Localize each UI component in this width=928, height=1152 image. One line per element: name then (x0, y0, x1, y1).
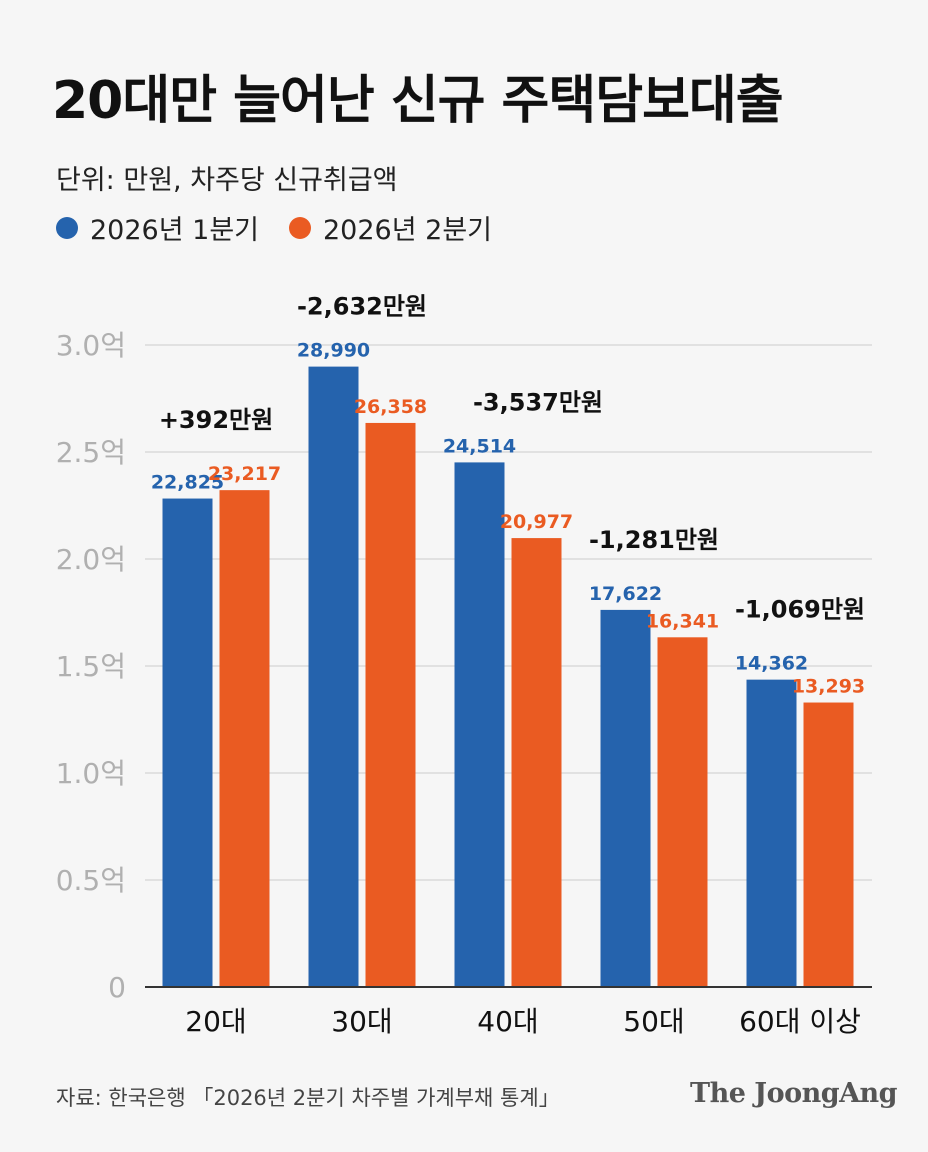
data-label-q1: 17,622 (589, 583, 662, 605)
data-label-q2: 16,341 (646, 610, 719, 632)
x-tick-label: 20대 (185, 1005, 246, 1038)
y-tick-label: 1.5억 (56, 650, 126, 683)
data-label-q1: 22,825 (151, 472, 224, 494)
y-tick-label: 2.5억 (56, 436, 126, 469)
chart-title: 20대만 늘어난 신규 주택담보대출 (52, 71, 784, 131)
legend-label-q2: 2026년 2분기 (323, 215, 492, 246)
data-label-q2: 23,217 (208, 463, 281, 485)
bar-chart: 0 0.5억 1.0억 1.5억 2.0억 2.5억 3.0억 22,825 28,990 24,… (56, 293, 872, 1038)
legend-item-q2: 2026년 2분기 (289, 208, 492, 247)
x-tick-label: 40대 (477, 1005, 538, 1038)
bar-q1 (454, 462, 505, 987)
change-annotation: +392만원 (159, 406, 273, 434)
legend-label-q1: 2026년 1분기 (90, 215, 259, 246)
legend-swatch-q2 (289, 216, 311, 239)
bar-q2 (803, 702, 854, 987)
legend-swatch-q1 (56, 216, 78, 239)
legend-item-q1: 2026년 1분기 (56, 208, 259, 247)
x-tick-label: 50대 (623, 1005, 684, 1038)
change-annotation: -1,281만원 (589, 526, 719, 554)
change-annotation: -3,537만원 (473, 388, 603, 416)
bar-q1 (746, 679, 797, 987)
data-label-q1: 14,362 (735, 653, 808, 675)
y-tick-label: 0.5억 (56, 864, 126, 897)
bar-q1 (162, 498, 213, 987)
bar-q2 (219, 490, 270, 987)
y-tick-label: 1.0억 (56, 757, 126, 790)
y-tick-label: 0 (108, 971, 126, 1004)
bar-q1 (308, 366, 359, 987)
bar-q2 (657, 637, 708, 987)
data-label-q1: 24,514 (443, 435, 516, 457)
bar-q2 (365, 422, 416, 987)
y-tick-label: 2.0억 (56, 543, 126, 576)
publisher-logo: The JoongAng (690, 1078, 898, 1109)
bar-q2 (511, 538, 562, 987)
legend: 2026년 1분기 2026년 2분기 (56, 208, 522, 247)
data-label-q2: 13,293 (792, 676, 865, 698)
change-annotation: -2,632만원 (297, 293, 427, 321)
source-note: 자료: 한국은행 「2026년 2분기 차주별 가계부채 통계」 (56, 1086, 560, 1110)
chart-subtitle: 단위: 만원, 차주당 신규취급액 (56, 165, 398, 196)
x-tick-label: 30대 (331, 1005, 392, 1038)
y-tick-label: 3.0억 (56, 329, 126, 362)
data-label-q2: 20,977 (500, 511, 573, 533)
bar-q1 (600, 609, 651, 987)
x-tick-label: 60대 이상 (739, 1005, 861, 1038)
change-annotation: -1,069만원 (735, 596, 865, 624)
data-label-q1: 28,990 (297, 340, 370, 362)
data-label-q2: 26,358 (354, 396, 427, 418)
